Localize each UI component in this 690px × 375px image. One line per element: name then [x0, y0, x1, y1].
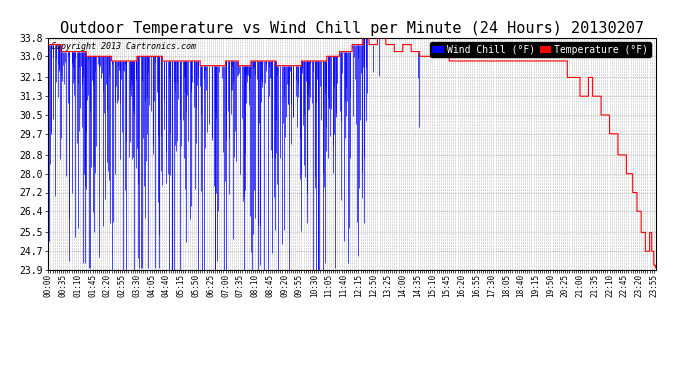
Text: Copyright 2013 Cartronics.com: Copyright 2013 Cartronics.com [51, 42, 197, 51]
Title: Outdoor Temperature vs Wind Chill per Minute (24 Hours) 20130207: Outdoor Temperature vs Wind Chill per Mi… [60, 21, 644, 36]
Legend: Wind Chill (°F), Temperature (°F): Wind Chill (°F), Temperature (°F) [430, 42, 651, 57]
